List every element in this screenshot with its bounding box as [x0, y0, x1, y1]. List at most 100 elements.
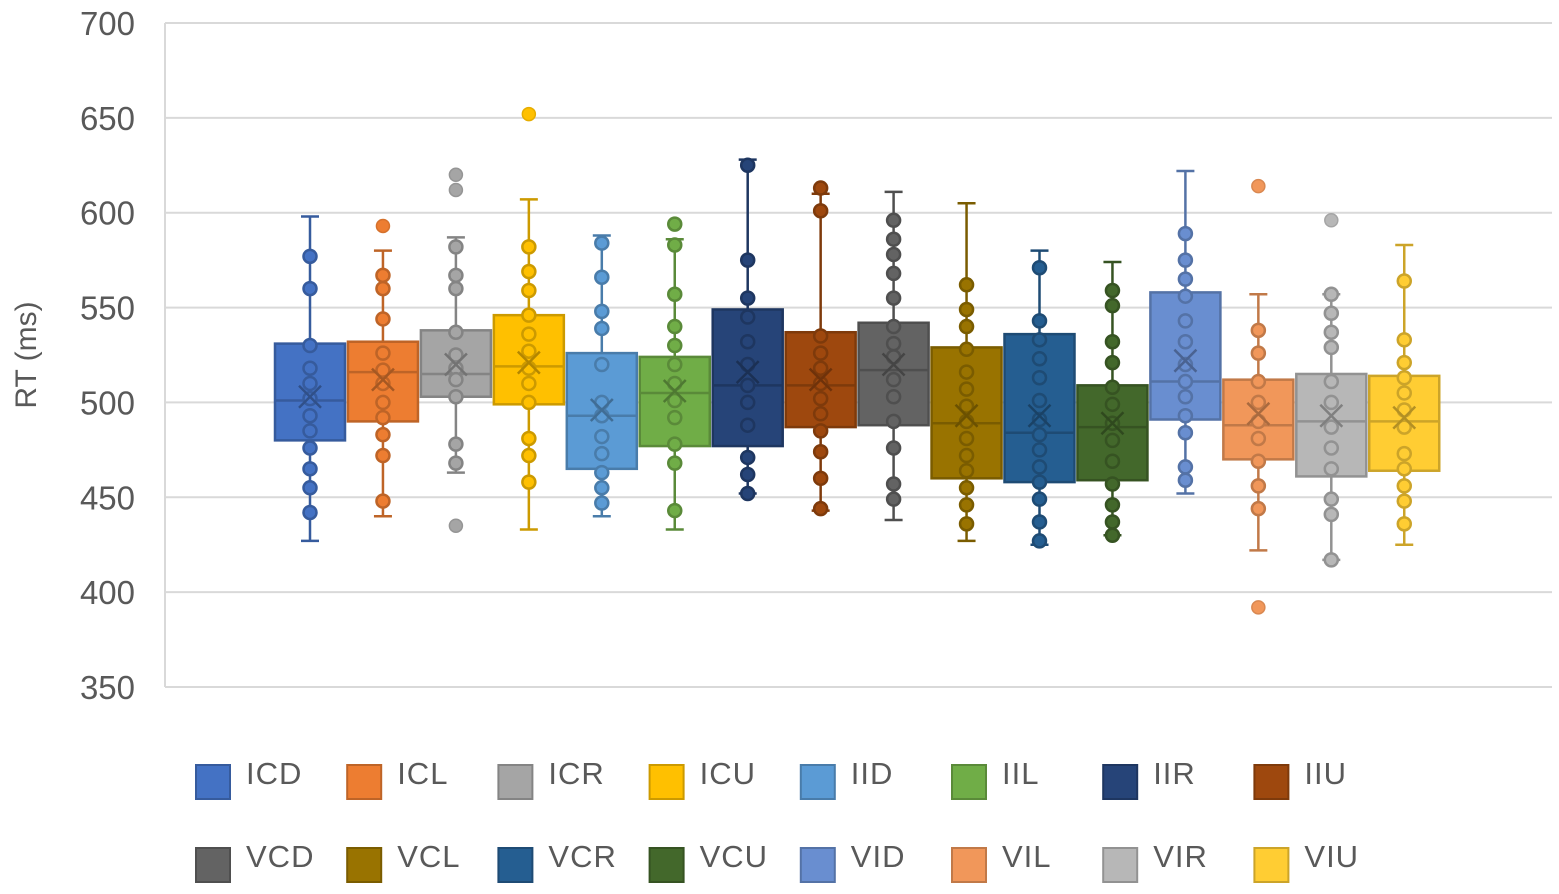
- outlier-point: [1324, 213, 1339, 228]
- data-point: [1104, 333, 1121, 350]
- data-point: [958, 301, 975, 318]
- legend-item-vil: VIL: [951, 839, 1052, 883]
- data-point: [739, 309, 756, 325]
- data-point: [885, 335, 902, 352]
- data-point: [521, 307, 537, 323]
- data-point: [1177, 425, 1194, 441]
- data-point: [302, 480, 318, 496]
- data-point: [1104, 476, 1121, 492]
- mean-x-stroke: [371, 367, 395, 392]
- data-point: [667, 318, 683, 335]
- data-point: [594, 445, 610, 462]
- data-point: [302, 248, 318, 265]
- data-point: [812, 444, 829, 460]
- box-iil: [638, 216, 711, 531]
- data-point: [667, 237, 683, 253]
- data-point: [1396, 493, 1412, 509]
- data-point: [375, 311, 391, 327]
- legend-item-icd: ICD: [195, 756, 301, 800]
- data-point: [667, 409, 683, 426]
- data-point: [667, 286, 683, 303]
- y-tick-label: 400: [80, 574, 135, 611]
- data-point: [1396, 478, 1412, 494]
- data-point: [885, 231, 902, 248]
- data-point: [885, 413, 902, 430]
- mean-x-stroke: [1392, 405, 1417, 430]
- mean-marker: [371, 367, 395, 392]
- data-point: [1250, 453, 1267, 469]
- mean-x-stroke: [1246, 401, 1271, 426]
- data-point: [1031, 514, 1048, 530]
- y-tick-label: 650: [80, 100, 135, 137]
- data-point: [594, 464, 610, 481]
- mean-x-stroke: [662, 379, 687, 403]
- data-point: [1250, 430, 1267, 447]
- data-point: [594, 269, 610, 285]
- data-point: [1323, 305, 1340, 322]
- legend-label: ICR: [548, 756, 604, 791]
- data-point: [302, 280, 318, 297]
- data-point: [739, 417, 756, 433]
- mean-marker: [589, 398, 614, 422]
- legend-label: VIL: [1002, 839, 1052, 874]
- data-point: [1104, 354, 1121, 371]
- legend-swatch: [497, 764, 534, 800]
- data-point: [448, 371, 464, 388]
- mean-x-stroke: [808, 367, 833, 392]
- data-point: [448, 455, 464, 471]
- data-point: [812, 345, 829, 361]
- legend-label: VCL: [397, 839, 460, 874]
- data-point: [521, 343, 537, 359]
- legend-item-vcu: VCU: [648, 839, 767, 883]
- data-point: [521, 474, 537, 490]
- data-point: [1323, 491, 1340, 507]
- data-point: [1323, 461, 1340, 477]
- legend-label: IID: [851, 756, 894, 791]
- data-point: [1031, 533, 1048, 549]
- data-point: [1104, 396, 1121, 413]
- legend-item-vcr: VCR: [497, 839, 616, 883]
- data-point: [594, 480, 610, 496]
- data-point: [1104, 432, 1121, 449]
- legend: ICD ICL ICR ICU IID IIL IIR IIU VCD VCL VCR VCU VID V…: [195, 756, 1358, 883]
- legend-item-vir: VIR: [1102, 839, 1207, 883]
- data-point: [448, 324, 464, 340]
- mean-x-stroke: [1173, 348, 1198, 373]
- legend-item-iid: IID: [799, 756, 894, 800]
- mean-marker: [735, 360, 760, 384]
- data-point: [885, 290, 902, 306]
- y-axis-label: RT (ms): [10, 301, 43, 408]
- legend-swatch: [1102, 847, 1139, 883]
- outlier-point: [521, 106, 537, 122]
- data-point: [1250, 500, 1267, 517]
- y-tick-label: 700: [80, 5, 135, 42]
- data-point: [1396, 332, 1412, 348]
- data-point: [667, 356, 683, 373]
- data-point: [1104, 497, 1121, 513]
- data-point: [1177, 472, 1194, 488]
- box-icu: [492, 106, 566, 531]
- mean-marker: [1173, 348, 1198, 373]
- data-point: [302, 407, 318, 424]
- data-point: [1323, 552, 1340, 568]
- data-point: [1396, 516, 1412, 532]
- data-point: [739, 157, 756, 174]
- data-point: [812, 328, 829, 344]
- mean-x-stroke: [589, 398, 614, 422]
- legend-swatch: [951, 847, 987, 883]
- box-viu: [1368, 243, 1441, 546]
- data-point: [812, 423, 829, 439]
- legend-label: IIL: [1002, 756, 1039, 791]
- data-point: [1250, 478, 1267, 494]
- data-point: [521, 375, 537, 392]
- mean-x-stroke: [444, 352, 468, 377]
- data-point: [812, 390, 829, 407]
- data-point: [594, 235, 610, 251]
- data-point: [1323, 373, 1340, 390]
- data-point: [739, 252, 756, 268]
- legend-item-vcd: VCD: [195, 839, 313, 883]
- data-point: [739, 485, 756, 502]
- data-point: [667, 337, 683, 354]
- mean-x-stroke: [881, 352, 906, 377]
- data-point: [1104, 297, 1121, 314]
